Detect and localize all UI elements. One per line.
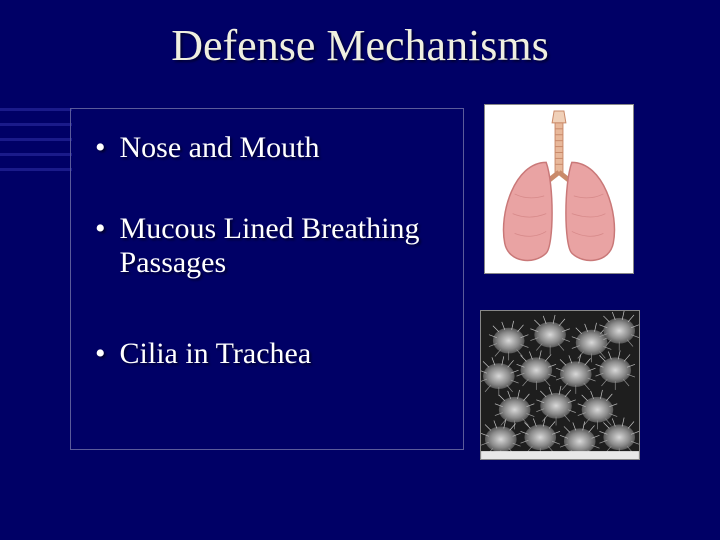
cilia-icon xyxy=(481,311,639,459)
decor-line xyxy=(0,108,72,111)
bullet-item: • Cilia in Trachea xyxy=(95,337,445,372)
decorative-lines xyxy=(0,108,72,183)
bullet-text: Cilia in Trachea xyxy=(120,337,312,372)
decor-line xyxy=(0,138,72,141)
bullet-item: • Mucous Lined Breathing Passages xyxy=(95,212,445,281)
bullet-dot: • xyxy=(95,212,106,247)
bullet-dot: • xyxy=(95,337,106,372)
slide-title: Defense Mechanisms xyxy=(0,20,720,71)
bullet-text: Mucous Lined Breathing Passages xyxy=(120,212,445,281)
bullet-text: Nose and Mouth xyxy=(120,131,320,166)
cilia-micrograph xyxy=(480,310,640,460)
decor-line xyxy=(0,168,72,171)
bullet-item: • Nose and Mouth xyxy=(95,131,445,166)
bullet-dot: • xyxy=(95,131,106,166)
decor-line xyxy=(0,153,72,156)
lungs-icon xyxy=(485,105,633,273)
content-box: • Nose and Mouth • Mucous Lined Breathin… xyxy=(70,108,464,450)
decor-line xyxy=(0,123,72,126)
lungs-illustration xyxy=(484,104,634,274)
